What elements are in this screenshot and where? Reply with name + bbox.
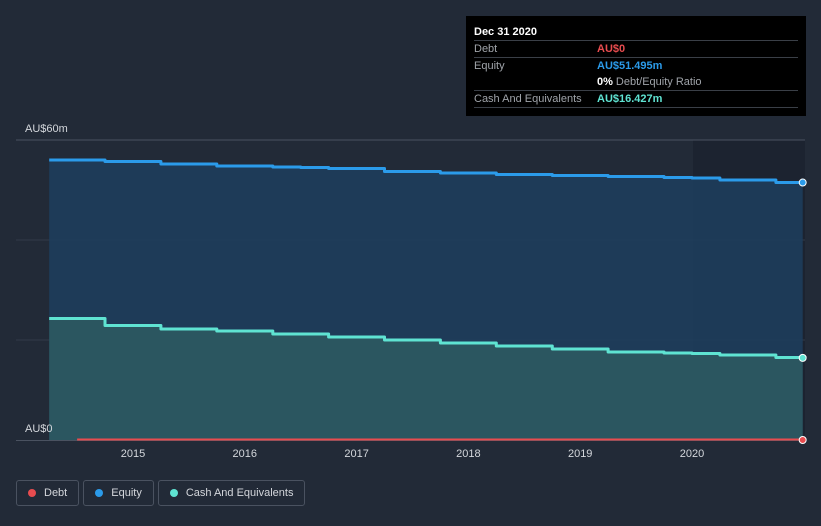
tooltip-value-equity: AU$51.495m bbox=[597, 60, 663, 72]
legend-dot-cash bbox=[169, 489, 178, 497]
tooltip-ratio-label: Debt/Equity Ratio bbox=[615, 76, 702, 88]
x-tick-label-2019: 2019 bbox=[568, 448, 592, 460]
series-marker-equity bbox=[798, 178, 807, 187]
series-area-cash-and-equivalents bbox=[49, 318, 803, 440]
legend-label-cash: Cash And Equivalents bbox=[185, 487, 294, 499]
y-axis-label-top: AU$60m bbox=[25, 123, 68, 135]
tooltip-value-cash: AU$16.427m bbox=[597, 93, 663, 105]
tooltip-label-equity: Equity bbox=[474, 60, 505, 72]
data-tooltip: Dec 31 2020 Debt AU$0 Equity AU$51.495m … bbox=[466, 16, 806, 116]
tooltip-row-debt: Debt AU$0 bbox=[474, 40, 798, 57]
legend-item-cash[interactable]: Cash And Equivalents bbox=[157, 480, 306, 506]
series-line-cash-and-equivalents bbox=[49, 317, 805, 359]
x-tick-label-2015: 2015 bbox=[121, 448, 145, 460]
tooltip-label-cash: Cash And Equivalents bbox=[474, 93, 582, 105]
tooltip-row-cash: Cash And Equivalents AU$16.427m bbox=[474, 90, 798, 108]
legend-dot-equity bbox=[95, 489, 104, 497]
x-tick-label-2016: 2016 bbox=[233, 448, 257, 460]
chart-legend: Debt Equity Cash And Equivalents bbox=[16, 480, 306, 506]
series-end-markers bbox=[798, 178, 807, 444]
tooltip-label-debt: Debt bbox=[474, 43, 498, 55]
x-tick-label-2017: 2017 bbox=[344, 448, 368, 460]
y-axis-label-bottom: AU$0 bbox=[25, 423, 53, 435]
tooltip-ratio-value: 0% bbox=[597, 76, 613, 88]
tooltip-ratio-spacer bbox=[474, 74, 597, 90]
tooltip-date: Dec 31 2020 bbox=[474, 26, 537, 38]
series-areas bbox=[49, 160, 803, 440]
tooltip-row-ratio: 0% Debt/Equity Ratio bbox=[474, 74, 798, 90]
legend-item-debt[interactable]: Debt bbox=[16, 480, 80, 506]
legend-dot-debt bbox=[28, 489, 36, 497]
series-lines bbox=[49, 158, 805, 441]
tooltip-row-equity: Equity AU$51.495m bbox=[474, 57, 798, 74]
tooltip-value-debt: AU$0 bbox=[597, 43, 626, 55]
x-tick-label-2018: 2018 bbox=[456, 448, 480, 460]
series-marker-debt bbox=[798, 436, 807, 444]
series-line-equity bbox=[49, 158, 803, 184]
x-tick-label-2020: 2020 bbox=[680, 448, 704, 460]
series-marker-cash-and-equivalents bbox=[798, 353, 807, 362]
legend-item-equity[interactable]: Equity bbox=[83, 480, 154, 506]
x-axis-ticks: 2015 2016 2017 2018 2019 2020 bbox=[121, 448, 704, 460]
legend-label-debt: Debt bbox=[44, 487, 68, 499]
legend-label-equity: Equity bbox=[111, 487, 142, 499]
